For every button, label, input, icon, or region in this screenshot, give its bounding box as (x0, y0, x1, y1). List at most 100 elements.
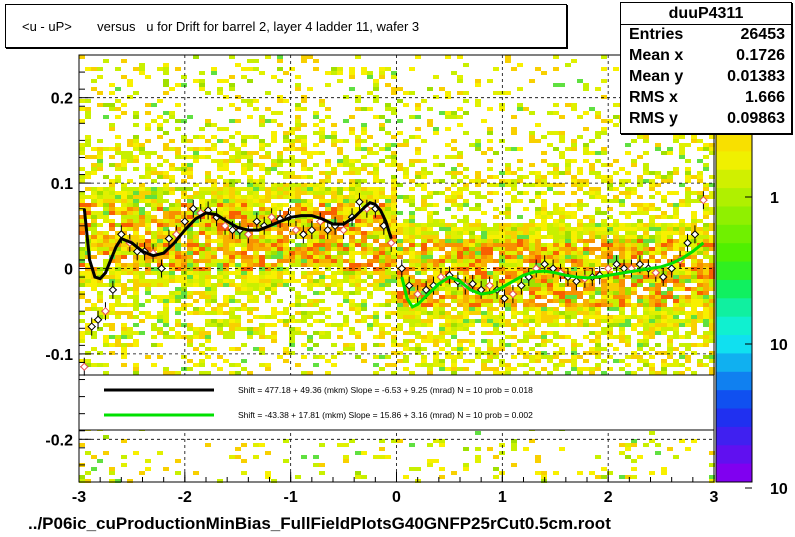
heat-cell (253, 279, 259, 283)
data-point (101, 306, 110, 316)
heat-cell (361, 131, 367, 135)
heat-cell (391, 275, 397, 279)
heat-cell (163, 187, 169, 191)
heat-cell (163, 275, 169, 279)
heat-cell (361, 299, 367, 303)
heat-cell (619, 191, 625, 195)
heat-cell (193, 235, 199, 239)
heat-cell (253, 191, 259, 195)
heat-cell (595, 367, 601, 371)
heat-cell (535, 343, 541, 347)
heat-cell (409, 327, 415, 331)
heat-cell (373, 211, 379, 215)
heat-cell (463, 291, 469, 295)
heat-cell (457, 283, 463, 287)
heat-cell (565, 159, 571, 163)
heat-cell (103, 315, 109, 319)
heat-cell (163, 303, 169, 307)
heat-cell (427, 171, 433, 175)
heat-cell (379, 251, 385, 255)
heat-cell (241, 279, 247, 283)
heat-cell (631, 327, 637, 331)
heat-cell (163, 131, 169, 135)
heat-cell (607, 231, 613, 235)
heat-cell (271, 187, 277, 191)
heat-cell (133, 227, 139, 231)
heat-cell (103, 363, 109, 367)
heat-cell (457, 187, 463, 191)
heat-cell (175, 247, 181, 251)
heat-cell (271, 275, 277, 279)
heat-cell (391, 207, 397, 211)
heat-cell (319, 263, 325, 267)
heat-cell (433, 307, 439, 311)
heat-cell (643, 171, 649, 175)
heat-cell (667, 295, 673, 299)
heat-cell (403, 259, 409, 263)
heat-cell (355, 219, 361, 223)
heat-cell (607, 355, 613, 359)
heat-cell (607, 247, 613, 251)
heat-cell (649, 331, 655, 335)
heat-cell (349, 259, 355, 263)
heat-cell (205, 259, 211, 263)
heat-cell (121, 311, 127, 315)
heat-cell (175, 279, 181, 283)
heat-cell (361, 215, 367, 219)
heat-cell (289, 255, 295, 259)
heat-cell (385, 355, 391, 359)
heat-cell (427, 107, 433, 111)
heat-cell (517, 319, 523, 323)
heat-cell (697, 179, 703, 183)
heat-cell (367, 215, 373, 219)
heat-cell (145, 271, 151, 275)
heat-cell (397, 315, 403, 319)
heat-cell (301, 355, 307, 359)
heat-cell (205, 339, 211, 343)
heat-cell (319, 231, 325, 235)
heat-cell (397, 223, 403, 227)
heat-cell (619, 291, 625, 295)
heat-cell (517, 259, 523, 263)
heat-cell (397, 327, 403, 331)
heat-cell (121, 283, 127, 287)
heat-cell (91, 223, 97, 227)
heat-cell (241, 359, 247, 363)
heat-cell (355, 171, 361, 175)
heat-cell (385, 215, 391, 219)
heat-cell (133, 367, 139, 371)
heat-cell (409, 187, 415, 191)
heat-cell (685, 295, 691, 299)
heat-cell (433, 299, 439, 303)
heat-cell (295, 191, 301, 195)
heat-cell (655, 443, 661, 447)
heat-cell (655, 207, 661, 211)
heat-cell (475, 103, 481, 107)
heat-cell (109, 155, 115, 159)
heat-cell (139, 211, 145, 215)
heat-cell (493, 275, 499, 279)
heat-cell (277, 271, 283, 275)
heat-cell (421, 207, 427, 211)
heat-cell (703, 187, 709, 191)
heat-cell (145, 211, 151, 215)
heat-cell (481, 247, 487, 251)
heat-cell (535, 215, 541, 219)
heat-cell (361, 451, 367, 455)
heat-cell (217, 239, 223, 243)
heat-cell (181, 279, 187, 283)
heat-cell (187, 247, 193, 251)
heat-cell (595, 159, 601, 163)
heat-cell (571, 227, 577, 231)
heat-cell (709, 463, 715, 467)
heat-cell (649, 279, 655, 283)
heat-cell (163, 323, 169, 327)
heat-cell (595, 263, 601, 267)
heat-cell (79, 119, 85, 123)
heat-cell (403, 139, 409, 143)
heat-cell (361, 235, 367, 239)
heat-cell (271, 315, 277, 319)
heat-cell (571, 143, 577, 147)
heat-cell (385, 455, 391, 459)
heat-cell (415, 267, 421, 271)
